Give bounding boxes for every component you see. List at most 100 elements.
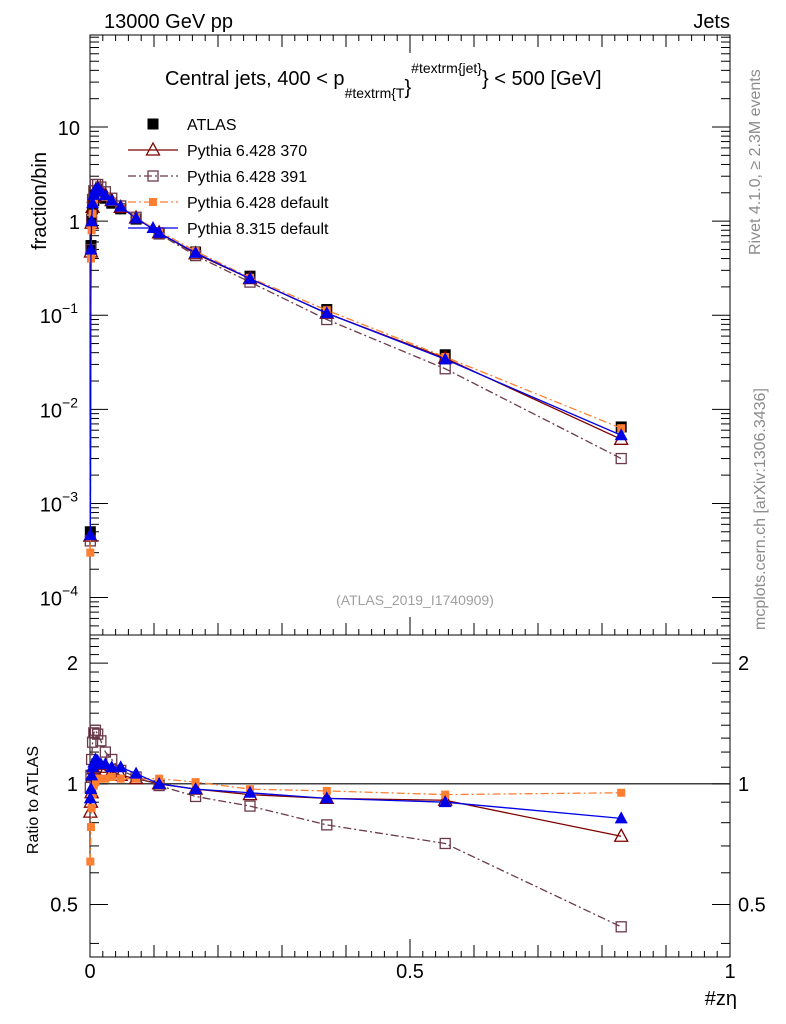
ratio-point-py8def <box>105 760 119 773</box>
legend-label: ATLAS <box>187 117 237 134</box>
top-point-py8def <box>152 225 166 238</box>
ratio-line-py391 <box>89 728 622 928</box>
ratio-point-py8def <box>438 795 452 808</box>
y-tick-label-top: 10−4 <box>40 583 78 611</box>
top-point-py8def <box>114 199 128 212</box>
ratio-series-py391 <box>84 724 627 933</box>
ratio-point-py6def <box>441 790 450 799</box>
ratio-line-py6def <box>89 776 622 862</box>
legend-marker <box>147 170 159 182</box>
title-sup: #textrm{jet} <box>411 60 482 76</box>
y-tick-label-ratio-right: 2 <box>738 653 749 675</box>
ratio-point-py8def <box>84 782 98 795</box>
axis-ticks <box>89 35 731 957</box>
ratio-point-py8def <box>189 782 203 795</box>
top-point-py8def <box>189 245 203 258</box>
y-tick-label-ratio-left: 1 <box>67 774 78 796</box>
ratio-point-py8def <box>129 766 143 779</box>
ratio-point-py6def <box>116 774 125 783</box>
title-sub: #textrm{T <box>345 85 405 101</box>
top-point-py8def <box>85 214 99 227</box>
top-line-py6def <box>89 191 622 553</box>
rivet-version-text: Rivet 4.1.0, ≥ 2.3M events <box>747 69 764 255</box>
ratio-point-py391 <box>321 819 333 831</box>
top-point-py391 <box>615 452 627 465</box>
ratio-point-py391 <box>439 837 451 850</box>
mcplots-text: mcplots.cern.ch [arXiv:1306.3436] <box>752 388 769 630</box>
top-series-py8def <box>83 180 628 541</box>
legend-marker <box>146 221 160 233</box>
legend-label: Pythia 6.428 370 <box>187 143 307 160</box>
x-tick-label: 0.5 <box>396 961 424 983</box>
chart-title: Central jets, 400 < p#textrm{T}#textrm{j… <box>165 60 602 101</box>
legend-item-py391: Pythia 6.428 391 <box>128 169 307 186</box>
ratio-panel-frame <box>89 634 731 958</box>
ratio-line-py8def <box>89 758 622 820</box>
x-axis-label: #zη <box>705 988 737 1010</box>
top-point-py6def <box>86 548 95 557</box>
ratio-point-py8def <box>114 760 128 773</box>
legend-marker <box>147 118 159 130</box>
top-point-py8def <box>86 196 100 209</box>
ratio-point-py6def <box>107 772 116 781</box>
y-tick-label-top: 10−3 <box>40 488 78 516</box>
top-series-py6def <box>86 188 626 557</box>
legend-label: Pythia 6.428 391 <box>187 169 307 186</box>
top-y-axis-label: fraction/bin <box>29 152 51 250</box>
y-tick-label-ratio-right: 1 <box>738 774 749 796</box>
top-series-py370 <box>82 179 629 542</box>
ratio-point-py6def <box>101 774 110 783</box>
legend: ATLAS Pythia 6.428 370 Pythia 6.428 391 Pyt… <box>128 117 329 238</box>
y-tick-label-ratio-left: 0.5 <box>50 895 78 917</box>
title-pre: Central jets, 400 < p <box>165 68 345 90</box>
top-point-py8def <box>438 352 452 365</box>
legend-marker <box>149 198 157 206</box>
ratio-point-py6def <box>87 804 96 813</box>
ratio-point-py8def <box>320 791 334 804</box>
ratio-point-py6def <box>617 788 626 797</box>
ratio-point-py391 <box>92 728 104 740</box>
ratio-series-py6def <box>86 772 626 866</box>
header-right: Jets <box>693 11 730 33</box>
ratio-point-py8def <box>85 768 99 781</box>
ratio-series-py8def <box>83 752 628 824</box>
legend-item-atlas: ATLAS <box>147 117 237 134</box>
y-tick-label-ratio-left: 2 <box>67 653 78 675</box>
title-post: } < 500 [GeV] <box>482 68 602 90</box>
ratio-point-py391 <box>615 921 627 933</box>
top-panel-frame <box>89 34 731 636</box>
top-point-py8def <box>84 242 98 255</box>
ratio-point-py6def <box>191 778 200 787</box>
ratio-point-py6def <box>322 786 331 795</box>
top-panel-series <box>82 178 629 557</box>
legend-item-py8def: Pythia 8.315 default <box>128 221 329 238</box>
legend-label: Pythia 8.315 default <box>187 221 329 238</box>
top-point-py6def <box>617 424 626 433</box>
axis-tick-labels: 10−4 10−3 10−2 10−1 1 10 0.5 0.5 1 1 2 2 0 0.5 1 <box>40 118 766 983</box>
ratio-point-py6def <box>86 857 95 866</box>
x-tick-label: 0 <box>84 961 95 983</box>
top-series-py391 <box>84 178 627 547</box>
legend-item-py370: Pythia 6.428 370 <box>128 141 307 160</box>
legend-marker <box>145 141 161 156</box>
x-tick-label: 1 <box>724 961 735 983</box>
ratio-point-py391 <box>244 800 256 812</box>
title-brace: } <box>404 77 411 99</box>
legend-item-py6def: Pythia 6.428 default <box>128 195 329 212</box>
top-point-py8def <box>243 271 257 284</box>
ratio-point-py8def <box>614 811 628 824</box>
top-series-atlas <box>84 187 627 538</box>
ratio-point-py8def <box>83 791 97 804</box>
top-point-py8def <box>98 188 112 201</box>
top-point-py8def <box>320 306 334 319</box>
ratio-point-py8def <box>152 776 166 789</box>
ratio-point-py6def <box>132 774 141 783</box>
ratio-point-py391 <box>99 746 112 758</box>
ratio-point-py370 <box>613 827 629 842</box>
top-line-py391 <box>89 183 622 541</box>
top-point-py8def <box>614 428 628 441</box>
top-point-py8def <box>105 193 119 206</box>
y-tick-label-ratio-right: 0.5 <box>738 895 766 917</box>
legend-label: Pythia 6.428 default <box>187 195 329 212</box>
